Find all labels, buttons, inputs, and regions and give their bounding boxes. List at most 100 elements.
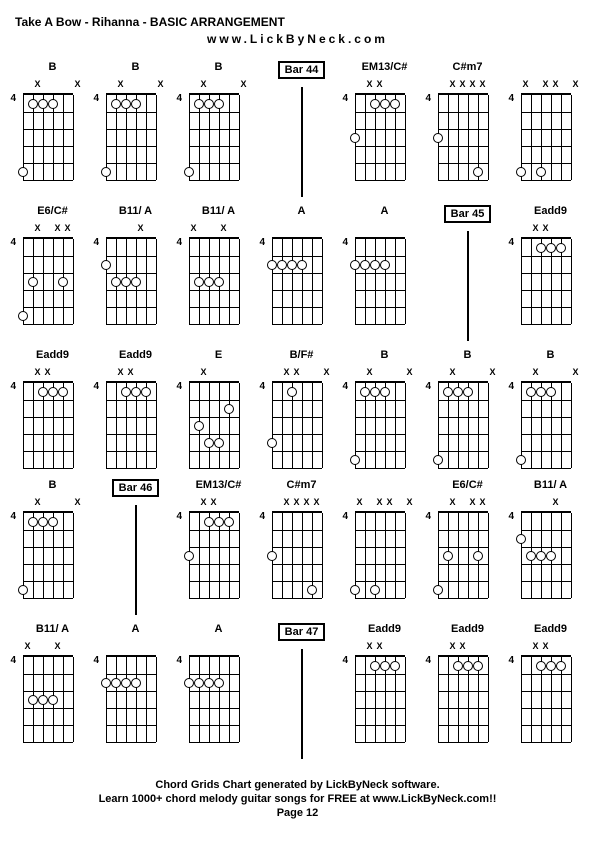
string-line <box>219 383 220 468</box>
mute-mark <box>136 366 146 378</box>
fret-line <box>106 180 156 181</box>
string-line <box>63 95 64 180</box>
mute-mark <box>156 222 166 234</box>
fret-line <box>23 146 73 147</box>
mute-mark <box>521 496 531 508</box>
mute-mark: X <box>209 496 219 508</box>
fret-line <box>438 417 488 418</box>
chord-diagram-cell: B/F#4XXX <box>264 349 339 471</box>
mute-indicators: XX <box>355 366 415 378</box>
chord-name-label: B <box>215 61 223 75</box>
chord-name-label: B11/ A <box>202 205 235 219</box>
fret-line <box>438 146 488 147</box>
fret-line <box>272 434 322 435</box>
fret-number: 4 <box>426 511 432 522</box>
chord-fretboard: 4XXX <box>272 366 332 471</box>
mute-mark <box>521 222 531 234</box>
fret-number: 4 <box>343 237 349 248</box>
fretboard-grid <box>521 93 571 180</box>
mute-mark: X <box>405 366 415 378</box>
fret-line <box>106 400 156 401</box>
mute-mark <box>551 640 561 652</box>
string-line <box>561 95 562 180</box>
mute-mark <box>561 496 571 508</box>
mute-mark <box>458 496 468 508</box>
chord-fretboard: 4XX <box>355 640 415 745</box>
fretboard-grid <box>438 381 488 468</box>
mute-mark: X <box>365 640 375 652</box>
fret-number: 4 <box>11 381 17 392</box>
mute-mark <box>375 366 385 378</box>
finger-dot <box>131 678 141 688</box>
chord-name-label: Eadd9 <box>451 623 484 637</box>
finger-dot <box>194 99 204 109</box>
mute-mark <box>219 78 229 90</box>
finger-dot <box>101 167 111 177</box>
chord-fretboard: 4XX <box>355 78 415 183</box>
fret-line <box>106 324 156 325</box>
mute-indicators: XX <box>23 366 83 378</box>
fretboard-grid <box>23 93 73 180</box>
chord-diagram-cell: 4XXXX <box>513 61 588 197</box>
mute-indicators: XXXX <box>272 496 332 508</box>
mute-mark <box>189 496 199 508</box>
finger-dot <box>360 387 370 397</box>
mute-mark <box>272 496 282 508</box>
chord-name-label: C#m7 <box>287 479 317 493</box>
finger-dot <box>516 534 526 544</box>
string-line <box>521 239 522 324</box>
finger-dot <box>536 661 546 671</box>
finger-dot <box>370 99 380 109</box>
mute-mark: X <box>531 222 541 234</box>
finger-dot <box>121 277 131 287</box>
finger-dot <box>277 260 287 270</box>
mute-mark: X <box>312 496 322 508</box>
chord-name-label: B <box>49 61 57 75</box>
chord-name-label: Eadd9 <box>534 205 567 219</box>
finger-dot <box>48 99 58 109</box>
fret-line <box>23 324 73 325</box>
string-line <box>106 239 107 324</box>
mute-mark <box>355 222 365 234</box>
mute-mark <box>43 78 53 90</box>
finger-dot <box>48 387 58 397</box>
mute-mark <box>63 640 73 652</box>
chord-diagram-cell: EM13/C#4XX <box>181 479 256 615</box>
fret-line <box>355 530 405 531</box>
finger-dot <box>18 167 28 177</box>
fret-line <box>106 256 156 257</box>
mute-mark <box>73 366 83 378</box>
fret-line <box>521 400 571 401</box>
mute-mark <box>189 366 199 378</box>
string-line <box>551 95 552 180</box>
mute-mark <box>219 366 229 378</box>
chord-name-label: C#m7 <box>453 61 483 75</box>
string-line <box>23 657 24 742</box>
mute-mark <box>63 496 73 508</box>
mute-mark <box>488 496 498 508</box>
page-footer: Chord Grids Chart generated by LickByNec… <box>15 779 580 819</box>
finger-dot <box>546 387 556 397</box>
fret-number: 4 <box>343 93 349 104</box>
mute-mark: X <box>375 78 385 90</box>
fret-line <box>355 547 405 548</box>
fretboard-grid <box>355 93 405 180</box>
string-line <box>521 513 522 598</box>
chord-name-label: E <box>215 349 222 363</box>
mute-mark <box>146 222 156 234</box>
mute-mark <box>272 222 282 234</box>
bar-divider-line <box>301 649 303 759</box>
finger-dot <box>28 517 38 527</box>
chord-fretboard: 4 <box>106 640 166 745</box>
fret-line <box>355 112 405 113</box>
fret-line <box>272 564 322 565</box>
fret-line <box>189 146 239 147</box>
string-line <box>106 657 107 742</box>
mute-mark <box>438 496 448 508</box>
fret-line <box>521 307 571 308</box>
fret-line <box>189 307 239 308</box>
fret-line <box>272 547 322 548</box>
fretboard-grid <box>189 511 239 598</box>
finger-dot <box>214 99 224 109</box>
mute-mark <box>468 640 478 652</box>
